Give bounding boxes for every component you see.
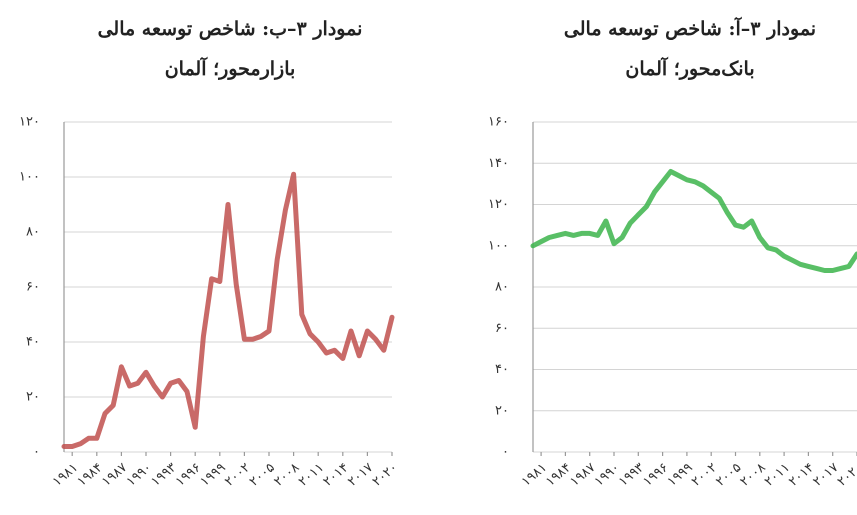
x-tick-label: ۱۹۹۶ bbox=[640, 460, 671, 489]
x-tick-label: ۱۹۹۹ bbox=[665, 460, 696, 489]
x-tick-label: ۱۹۸۷ bbox=[567, 460, 598, 489]
y-tick-label: ۴۰ bbox=[495, 362, 509, 377]
x-tick-label: ۲۰۱۷ bbox=[345, 460, 376, 489]
data-line bbox=[61, 171, 395, 449]
x-tick-label: ۲۰۱۷ bbox=[810, 460, 841, 489]
x-tick-label: ۲۰۰۵ bbox=[247, 460, 278, 489]
x-tick-label: ۲۰۰۵ bbox=[713, 460, 744, 489]
x-tick-label: ۱۹۹۳ bbox=[148, 460, 179, 489]
y-tick-label: ۴۰ bbox=[26, 335, 40, 350]
x-tick-label: ۱۹۸۱ bbox=[50, 460, 81, 489]
y-tick-label: ۱۴۰ bbox=[488, 156, 509, 171]
x-tick-label: ۲۰۰۲ bbox=[689, 460, 720, 489]
data-line bbox=[530, 169, 857, 273]
x-tick-label: ۱۹۹۰ bbox=[124, 460, 155, 489]
chart-subtitle: بانک‌محور؛ آلمان bbox=[625, 56, 754, 80]
x-tick-label: ۲۰۱۱ bbox=[296, 460, 327, 489]
y-tick-label: ۰ bbox=[33, 445, 40, 460]
x-tick-label: ۱۹۹۳ bbox=[616, 460, 647, 489]
x-tick-label: ۱۹۸۷ bbox=[99, 460, 130, 489]
x-tick-label: ۲۰۰۸ bbox=[738, 460, 769, 489]
x-tick-label: ۲۰۰۲ bbox=[222, 460, 253, 489]
x-tick-label: ۱۹۸۴ bbox=[543, 460, 574, 489]
x-tick-label: ۱۹۸۱ bbox=[519, 460, 550, 489]
x-tick-label: ۱۹۹۹ bbox=[198, 460, 229, 489]
x-tick-label: ۲۰۲۰ bbox=[835, 460, 857, 489]
y-tick-label: ۱۰۰ bbox=[488, 238, 509, 253]
y-tick-label: ۱۲۰ bbox=[488, 197, 509, 212]
y-tick-label: ۱۲۰ bbox=[19, 115, 40, 130]
x-tick-label: ۲۰۲۰ bbox=[370, 460, 401, 489]
y-tick-label: ۶۰ bbox=[495, 321, 509, 336]
y-tick-label: ۸۰ bbox=[26, 225, 40, 240]
y-tick-label: ۸۰ bbox=[495, 280, 509, 295]
y-tick-label: ۶۰ bbox=[26, 280, 40, 295]
x-tick-label: ۲۰۱۴ bbox=[321, 460, 352, 489]
y-tick-label: ۲۰ bbox=[26, 390, 40, 405]
x-tick-label: ۱۹۹۰ bbox=[592, 460, 623, 489]
y-tick-label: ۲۰ bbox=[495, 403, 509, 418]
chart-title: نمودار ۳–ب: شاخص توسعه مالی bbox=[98, 18, 363, 40]
y-tick-label: ۱۶۰ bbox=[488, 115, 509, 130]
y-tick-label: ۰ bbox=[502, 445, 509, 460]
x-tick-label: ۱۹۸۴ bbox=[75, 460, 106, 489]
chart-title: نمودار ۳–آ: شاخص توسعه مالی bbox=[564, 16, 816, 40]
x-tick-label: ۱۹۹۶ bbox=[173, 460, 204, 489]
chart-subtitle: بازارمحور؛ آلمان bbox=[165, 56, 296, 80]
x-tick-label: ۲۰۱۴ bbox=[786, 460, 817, 489]
y-tick-label: ۱۰۰ bbox=[19, 170, 40, 185]
x-tick-label: ۲۰۱۱ bbox=[762, 460, 793, 489]
x-tick-label: ۲۰۰۸ bbox=[271, 460, 302, 489]
